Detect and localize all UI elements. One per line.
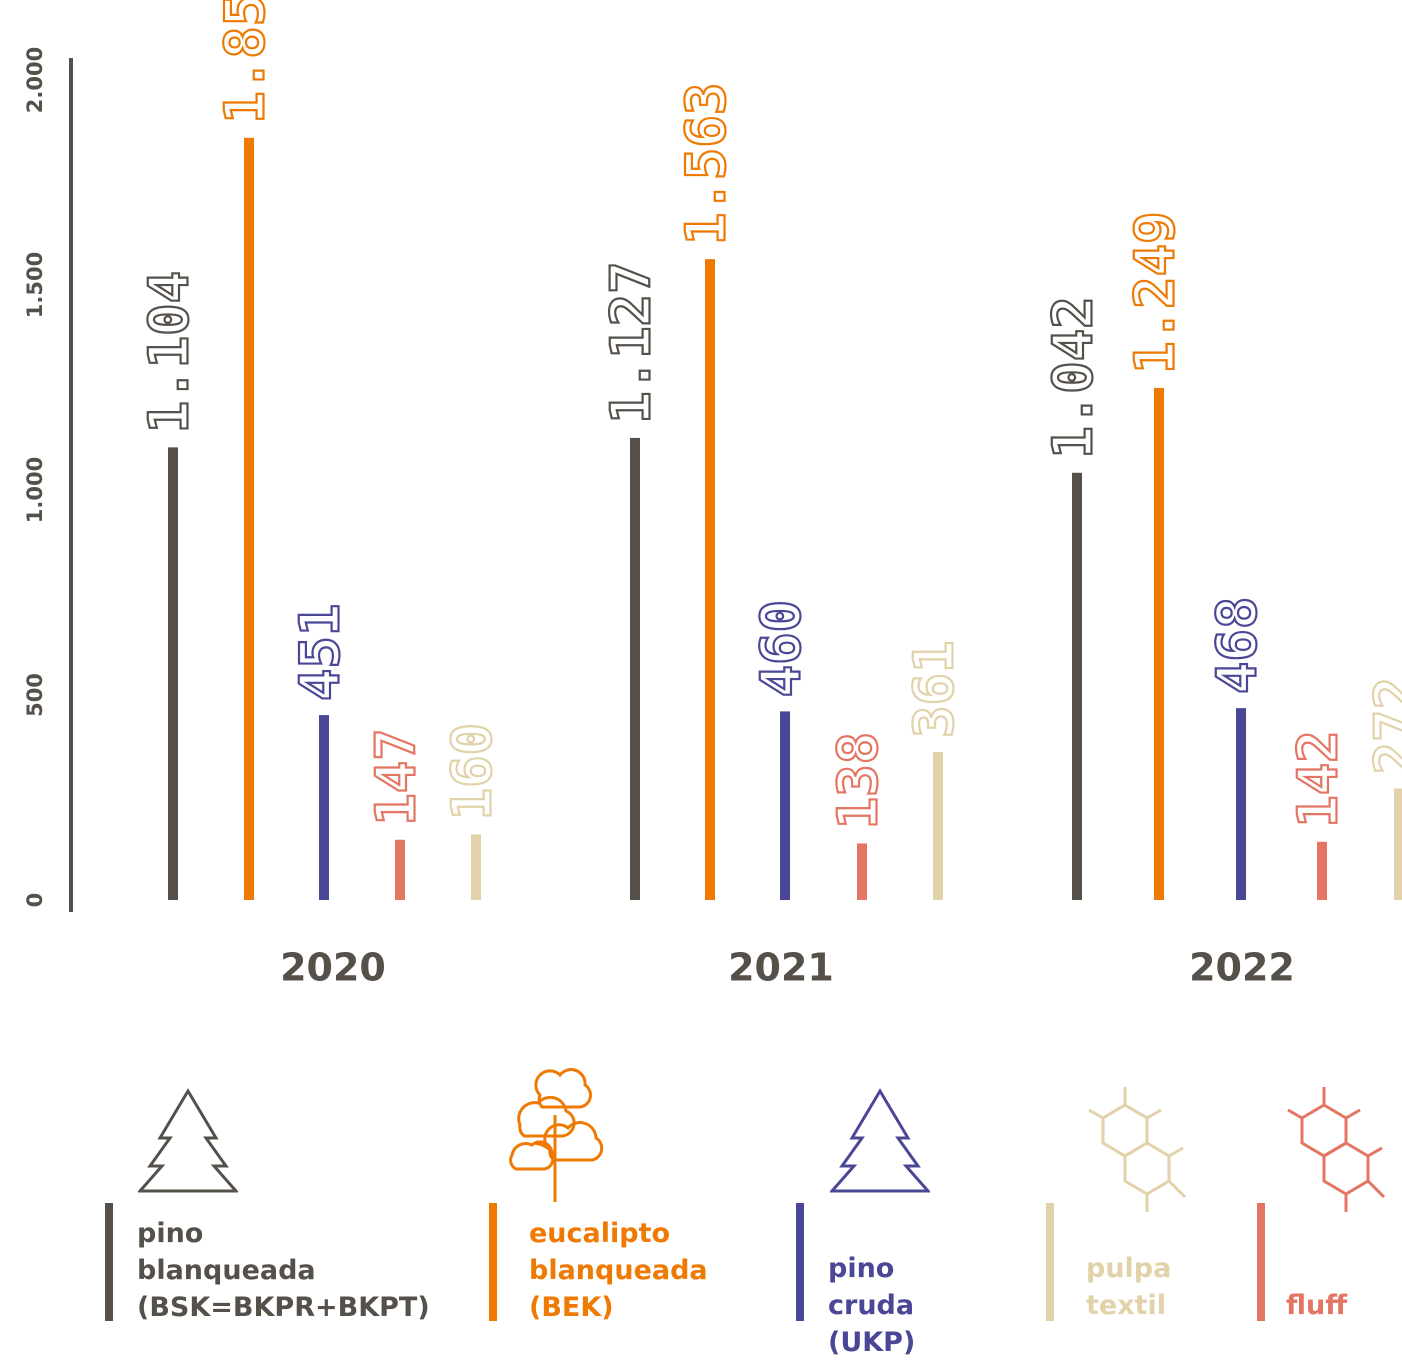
bar-value-label: 138 bbox=[827, 732, 890, 830]
bar-value-label: 1.127 bbox=[600, 261, 663, 424]
bar bbox=[319, 715, 329, 900]
hexagon-molecule-icon bbox=[1085, 1085, 1195, 1239]
pine-tree-icon bbox=[136, 1088, 240, 1197]
bar bbox=[1154, 387, 1164, 900]
bar-value-label: 1.104 bbox=[138, 271, 201, 434]
bar bbox=[1317, 841, 1327, 900]
bar-value-label: 1.859 bbox=[214, 0, 277, 124]
bar-value-label: 460 bbox=[750, 600, 813, 698]
bar bbox=[780, 711, 790, 900]
bar bbox=[630, 437, 640, 900]
legend-label: fluff bbox=[1286, 1290, 1348, 1321]
bar bbox=[1236, 708, 1246, 900]
bar-value-label: 142 bbox=[1287, 730, 1350, 828]
bar-value-label: 451 bbox=[289, 604, 352, 702]
legend-color-bar bbox=[796, 1203, 804, 1321]
y-tick-label: 1.500 bbox=[23, 252, 47, 318]
legend-label: pulpa textil bbox=[1086, 1253, 1172, 1321]
bar bbox=[395, 839, 405, 900]
pine-tree-icon bbox=[828, 1088, 932, 1197]
bar bbox=[168, 447, 178, 900]
legend-label: pino cruda (UKP) bbox=[828, 1253, 916, 1358]
bar-value-label: 1.563 bbox=[675, 83, 738, 246]
bar bbox=[244, 137, 254, 900]
x-category-label: 2020 bbox=[280, 946, 386, 990]
x-category-label: 2021 bbox=[728, 946, 834, 990]
legend-color-bar bbox=[1046, 1203, 1054, 1321]
y-tick-label: 0 bbox=[23, 893, 47, 908]
y-tick-label: 2.000 bbox=[23, 47, 47, 113]
legend-label: pino blanqueada (BSK=BKPR+BKPT) bbox=[137, 1218, 430, 1323]
x-category-label: 2022 bbox=[1189, 946, 1295, 990]
bar bbox=[1394, 788, 1402, 900]
bar-value-label: 468 bbox=[1206, 597, 1269, 695]
legend-color-bar bbox=[105, 1203, 113, 1321]
bar-value-label: 1.042 bbox=[1042, 296, 1105, 459]
bar-chart: 0 500 1.000 1.500 2.000 2020 2021 2022 1.104 1.12… bbox=[23, 0, 1402, 990]
legend-color-bar bbox=[1257, 1203, 1265, 1321]
bar bbox=[857, 843, 867, 900]
bar bbox=[471, 834, 481, 900]
eucalyptus-tree-icon bbox=[500, 1055, 610, 1209]
bar bbox=[705, 259, 715, 900]
legend-label: eucalipto blanqueada (BEK) bbox=[529, 1218, 708, 1323]
y-tick-label: 500 bbox=[23, 673, 47, 717]
y-tick-label: 1.000 bbox=[23, 457, 47, 523]
legend-color-bar bbox=[489, 1203, 497, 1321]
bar bbox=[1072, 472, 1082, 900]
bar-value-label: 160 bbox=[441, 723, 504, 821]
bar-value-label: 272 bbox=[1364, 677, 1402, 775]
bar-value-label: 361 bbox=[903, 640, 966, 738]
hexagon-molecule-icon bbox=[1284, 1085, 1394, 1239]
bar bbox=[933, 751, 943, 900]
bar-value-label: 147 bbox=[365, 728, 428, 826]
bar-value-label: 1.249 bbox=[1124, 211, 1187, 374]
